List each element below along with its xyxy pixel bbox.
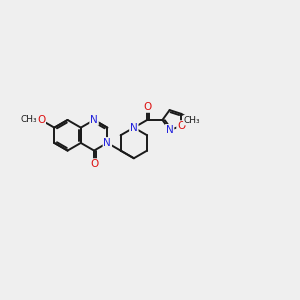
Text: O: O (177, 121, 185, 131)
Text: O: O (90, 159, 98, 169)
Text: N: N (103, 138, 111, 148)
Text: CH₃: CH₃ (20, 116, 37, 124)
Text: CH₃: CH₃ (184, 116, 200, 124)
Text: N: N (130, 123, 138, 133)
Text: O: O (143, 102, 151, 112)
Text: N: N (166, 125, 173, 135)
Text: O: O (37, 115, 45, 125)
Text: N: N (90, 115, 98, 125)
